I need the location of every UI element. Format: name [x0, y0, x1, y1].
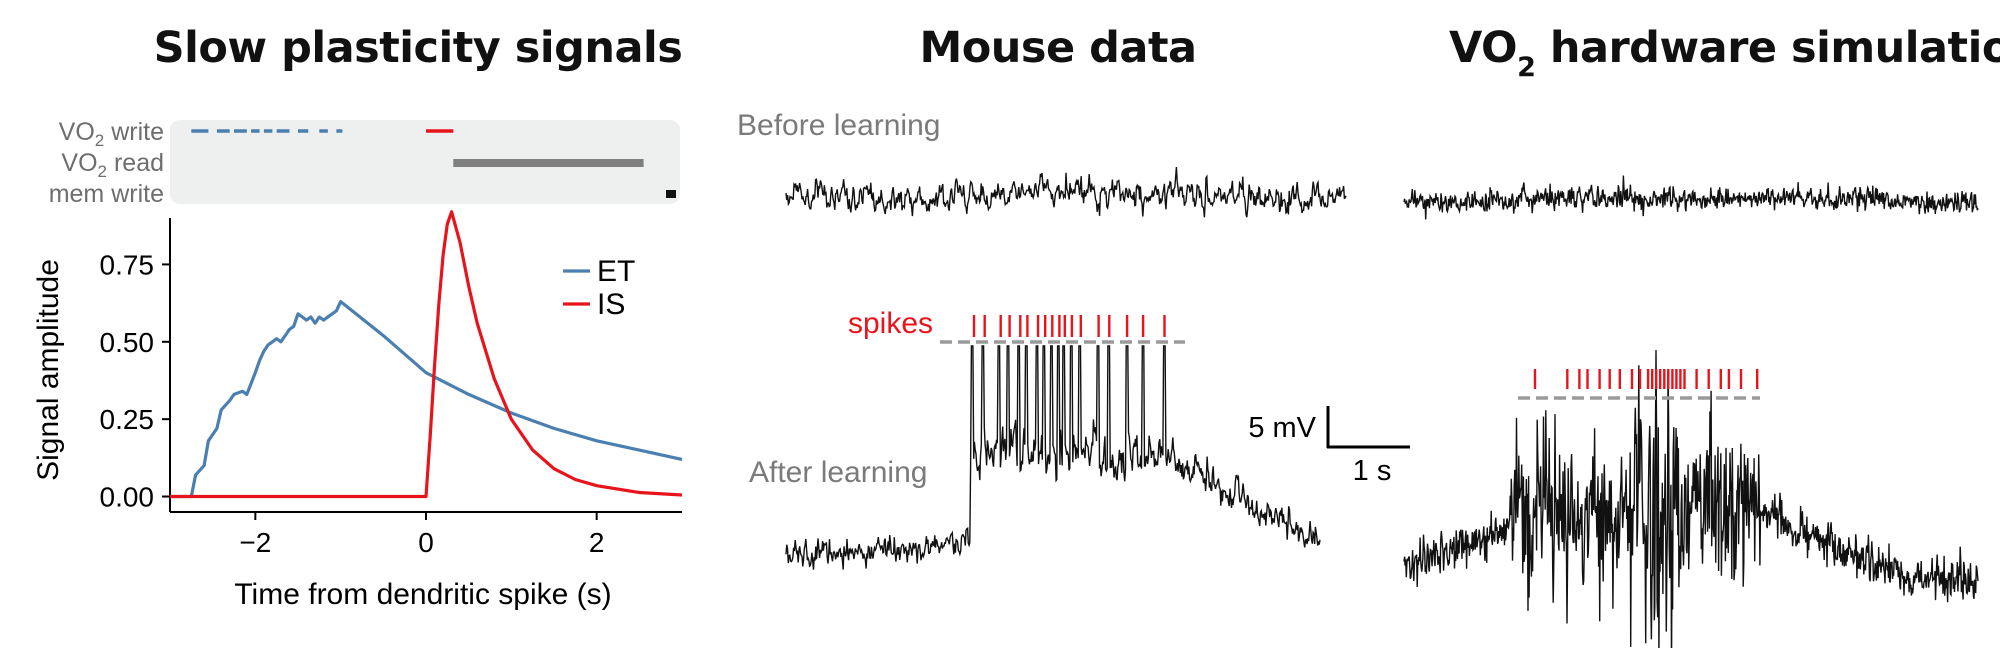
x-tick-label: −2	[239, 527, 271, 558]
sim-after-trace	[1403, 350, 1979, 648]
voltage-traces	[785, 167, 1979, 648]
mouse-after-trace	[785, 345, 1321, 570]
timeline-row-label-mem-write: mem write	[49, 180, 164, 208]
before-learning-label: Before learning	[737, 109, 940, 142]
middle-panel-title: Mouse data	[919, 23, 1196, 73]
y-tick-label: 0.00	[100, 482, 155, 513]
x-axis-label: Time from dendritic spike (s)	[234, 578, 611, 611]
scale-bar-time-label: 1 s	[1353, 455, 1392, 487]
sim-before-trace	[1403, 175, 1979, 220]
y-axis-label: Signal amplitude	[32, 259, 65, 481]
legend-label-et: ET	[597, 255, 635, 288]
timeline-background	[170, 120, 680, 204]
mouse-spike-raster	[940, 315, 1185, 344]
chart-axes: −2 0 2 0.00 0.25 0.50 0.75	[100, 218, 682, 558]
timeline-row-label-vo2-read: VO2 read	[61, 149, 164, 181]
sim-spike-raster	[1518, 369, 1760, 400]
y-tick-label: 0.50	[100, 327, 155, 358]
scale-bar-voltage-label: 5 mV	[1248, 412, 1316, 444]
left-panel-title: Slow plasticity signals	[154, 23, 683, 73]
legend-label-is: IS	[597, 288, 625, 321]
x-tick-label: 0	[418, 527, 434, 558]
x-tick-label: 2	[589, 527, 605, 558]
chart-lines	[170, 210, 683, 499]
spikes-label: spikes	[848, 307, 933, 340]
mem-write-mark	[666, 190, 676, 198]
after-learning-label: After learning	[749, 456, 927, 489]
series-line-et	[170, 300, 683, 499]
mouse-before-trace	[785, 167, 1347, 218]
timeline-bars	[191, 129, 676, 198]
series-line-is	[170, 210, 683, 499]
y-tick-label: 0.75	[100, 249, 155, 280]
timeline-panel: VO2 write VO2 read mem write	[49, 118, 680, 208]
scale-bar: 5 mV 1 s	[1248, 406, 1410, 487]
y-tick-label: 0.25	[100, 404, 155, 435]
timeline-row-label-vo2-write: VO2 write	[59, 118, 164, 150]
right-panel-title: VO2 hardware simulation	[1449, 23, 2000, 83]
